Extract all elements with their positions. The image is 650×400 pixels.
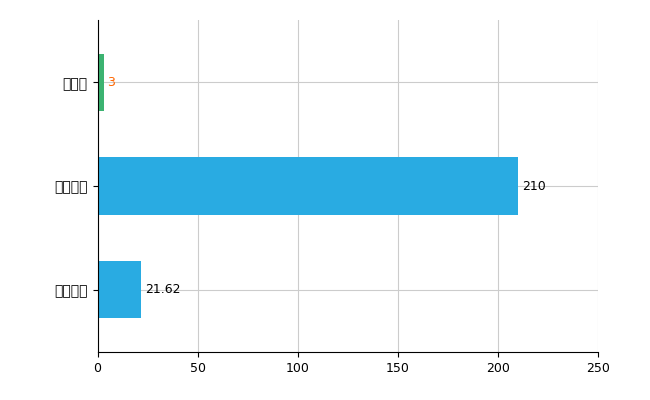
- Text: 3: 3: [107, 76, 116, 89]
- Bar: [98, 261, 141, 318]
- Bar: [98, 158, 518, 214]
- Bar: [98, 54, 103, 111]
- Text: 210: 210: [522, 180, 545, 192]
- Text: 21.62: 21.62: [145, 283, 180, 296]
